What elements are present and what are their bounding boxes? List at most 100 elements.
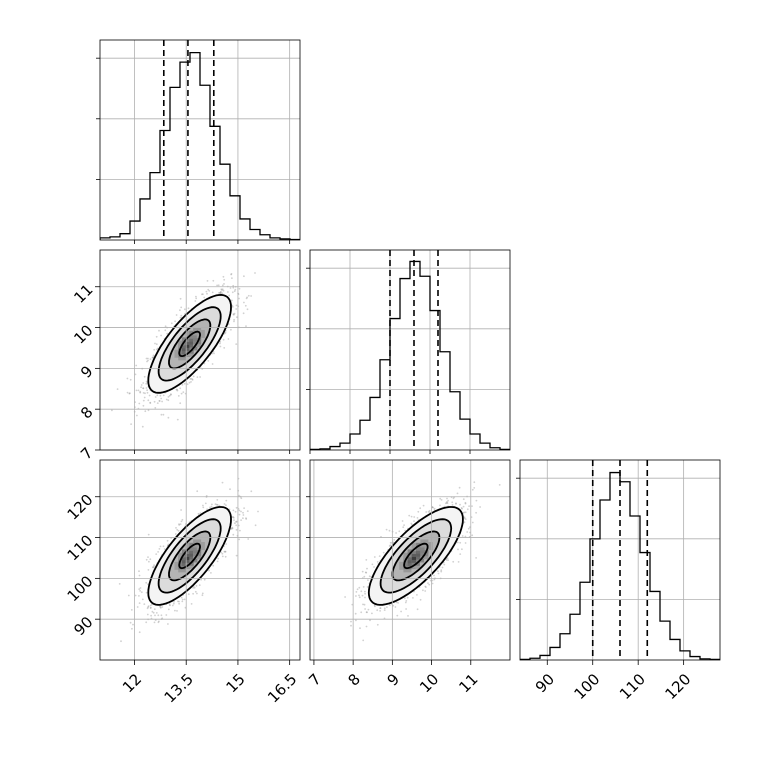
scatter-point: [451, 504, 454, 506]
scatter-point: [385, 528, 388, 531]
scatter-point: [174, 320, 177, 323]
scatter-point: [463, 516, 466, 519]
scatter-point: [473, 487, 476, 489]
scatter-point: [138, 574, 141, 577]
scatter-point: [175, 388, 178, 391]
marginal-z-xtick-label: 100: [571, 670, 604, 703]
scatter-point: [234, 510, 237, 513]
scatter-point: [238, 513, 241, 516]
scatter-point: [186, 383, 189, 386]
scatter-point: [464, 535, 467, 538]
scatter-point: [479, 506, 481, 508]
scatter-point: [462, 505, 465, 508]
scatter-point: [155, 335, 158, 338]
scatter-point: [173, 600, 175, 603]
scatter-point: [209, 506, 211, 509]
scatter-point: [395, 601, 398, 604]
scatter-point: [471, 521, 474, 524]
scatter-point: [154, 614, 156, 617]
scatter-point: [236, 316, 238, 319]
scatter-point: [235, 308, 238, 310]
scatter-point: [223, 283, 225, 285]
scatter-point: [138, 595, 140, 597]
scatter-point: [364, 571, 367, 574]
scatter-point: [376, 561, 379, 563]
scatter-point: [172, 602, 175, 605]
scatter-point: [363, 603, 366, 606]
scatter-point: [166, 332, 169, 335]
scatter-point: [147, 409, 150, 412]
scatter-point: [162, 394, 165, 397]
scatter-point: [135, 389, 138, 392]
scatter-point: [138, 402, 141, 405]
scatter-point: [475, 557, 477, 559]
scatter-point: [416, 594, 418, 596]
scatter-point: [475, 511, 477, 514]
scatter-point: [215, 503, 218, 506]
scatter-point: [183, 598, 186, 601]
joint-xz-contour: [168, 530, 212, 582]
scatter-point: [203, 578, 206, 581]
scatter-point: [153, 564, 156, 567]
scatter-point: [230, 328, 232, 331]
scatter-point: [197, 512, 200, 515]
scatter-point: [179, 297, 182, 300]
scatter-point: [389, 541, 392, 544]
scatter-point: [188, 381, 191, 384]
scatter-point: [235, 520, 238, 523]
scatter-point: [181, 518, 184, 521]
scatter-point: [129, 621, 132, 624]
scatter-point: [156, 347, 159, 350]
scatter-point: [161, 617, 164, 620]
scatter-point: [163, 548, 166, 550]
scatter-point: [424, 590, 427, 592]
scatter-point: [219, 292, 222, 294]
scatter-point: [362, 603, 364, 606]
scatter-point: [196, 592, 198, 595]
scatter-point: [218, 292, 220, 294]
scatter-point: [395, 532, 397, 534]
scatter-point: [475, 499, 478, 502]
scatter-point: [456, 541, 459, 544]
scatter-point: [223, 503, 226, 505]
scatter-point: [466, 508, 469, 511]
scatter-point: [417, 510, 420, 513]
marginal-z-xtick-label: 110: [616, 670, 649, 703]
scatter-point: [116, 388, 119, 390]
scatter-point: [396, 614, 399, 617]
scatter-point: [224, 550, 227, 553]
scatter-point: [247, 294, 250, 297]
scatter-point: [366, 567, 368, 570]
scatter-point: [428, 509, 431, 512]
scatter-point: [160, 614, 163, 617]
scatter-point: [208, 569, 210, 572]
scatter-point: [178, 523, 180, 525]
scatter-point: [227, 291, 229, 293]
scatter-point: [245, 325, 247, 327]
scatter-point: [187, 307, 190, 310]
scatter-point: [440, 570, 443, 573]
scatter-point: [149, 604, 152, 607]
scatter-point: [364, 608, 366, 610]
scatter-point: [224, 550, 227, 553]
scatter-point: [232, 284, 235, 287]
scatter-point: [235, 529, 238, 531]
scatter-point: [166, 539, 169, 542]
scatter-point: [464, 511, 467, 514]
scatter-point: [142, 382, 145, 384]
scatter-point: [149, 607, 152, 609]
scatter-point: [246, 510, 249, 512]
scatter-point: [176, 528, 179, 531]
scatter-point: [202, 504, 204, 507]
scatter-point: [404, 529, 407, 532]
joint-yz-plot-area: [344, 481, 501, 642]
scatter-point: [437, 572, 440, 575]
scatter-point: [358, 594, 360, 597]
marginal-z-xtick-label: 90: [532, 670, 558, 696]
scatter-point: [149, 402, 152, 404]
scatter-point: [456, 492, 459, 495]
scatter-point: [365, 625, 368, 628]
scatter-point: [355, 595, 357, 597]
scatter-point: [154, 407, 157, 409]
scatter-point: [219, 340, 222, 343]
